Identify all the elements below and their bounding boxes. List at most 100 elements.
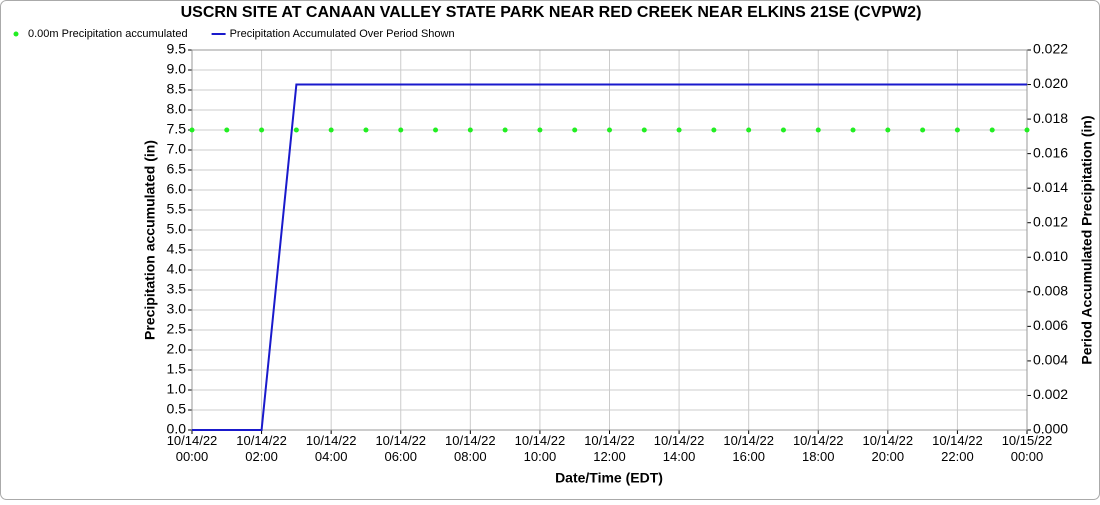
point [815, 127, 821, 133]
point [885, 127, 891, 133]
y-tick-label: 9.0 [167, 61, 187, 77]
x-axis-label: Date/Time (EDT) [555, 470, 663, 486]
chart-title: USCRN SITE AT CANAAN VALLEY STATE PARK N… [181, 4, 922, 21]
x-tick-time: 06:00 [384, 449, 417, 464]
y2-tick-label: 0.022 [1033, 41, 1068, 57]
y-axis-label: Precipitation accumulated (in) [142, 140, 158, 340]
x-tick-time: 08:00 [454, 449, 487, 464]
y2-tick-label: 0.006 [1033, 317, 1068, 333]
point [850, 127, 856, 133]
y2-axis-label: Period Accumulated Precipitation (in) [1079, 115, 1095, 364]
x-tick-date: 10/14/22 [863, 433, 914, 448]
point [711, 127, 717, 133]
x-tick-label: 10/14/22 02:00 [236, 433, 287, 464]
y2-tick-label: 0.012 [1033, 213, 1068, 229]
point [920, 127, 926, 133]
y2-tick-label: 0.016 [1033, 144, 1068, 160]
point [572, 127, 578, 133]
x-tick-date: 10/14/22 [445, 433, 496, 448]
x-tick-time: 18:00 [802, 449, 835, 464]
x-tick-date: 10/14/22 [723, 433, 774, 448]
x-tick-date: 10/14/22 [236, 433, 287, 448]
x-tick-time: 22:00 [941, 449, 974, 464]
x-tick-date: 10/14/22 [515, 433, 566, 448]
point [641, 127, 647, 133]
x-tick-label: 10/14/22 06:00 [375, 433, 426, 464]
x-tick-label: 10/14/22 20:00 [863, 433, 914, 464]
y2-tick-label: 0.000 [1033, 421, 1068, 437]
y-tick-label: 3.0 [167, 301, 187, 317]
x-tick-date: 10/14/22 [932, 433, 983, 448]
y-tick-label: 2.5 [167, 321, 187, 337]
x-tick-date: 10/14/22 [584, 433, 635, 448]
y-tick-label: 7.5 [167, 121, 187, 137]
y-tick-label: 1.0 [167, 381, 187, 397]
point [467, 127, 473, 133]
point [954, 127, 960, 133]
x-tick-label: 10/14/22 14:00 [654, 433, 705, 464]
y-tick-label: 3.5 [167, 281, 187, 297]
point [989, 127, 995, 133]
legend-label: Precipitation Accumulated Over Period Sh… [230, 28, 455, 40]
y-tick-label: 5.5 [167, 201, 187, 217]
x-tick-time: 00:00 [176, 449, 209, 464]
y-tick-label: 0.5 [167, 401, 187, 417]
point [433, 127, 439, 133]
point [328, 127, 334, 133]
legend-label: 0.00m Precipitation accumulated [28, 28, 188, 40]
x-tick-time: 02:00 [245, 449, 278, 464]
x-tick-date: 10/14/22 [793, 433, 844, 448]
x-tick-date: 10/14/22 [167, 433, 218, 448]
y-tick-label: 0.0 [167, 421, 187, 437]
y-tick-label: 2.0 [167, 341, 187, 357]
point [780, 127, 786, 133]
y-tick-label: 4.5 [167, 241, 187, 257]
x-tick-time: 12:00 [593, 449, 626, 464]
point [398, 127, 404, 133]
x-tick-label: 10/14/22 18:00 [793, 433, 844, 464]
y2-tick-label: 0.020 [1033, 75, 1068, 91]
y-tick-label: 9.5 [167, 41, 187, 57]
point [1024, 127, 1030, 133]
point [224, 127, 230, 133]
plot-border [191, 49, 1028, 431]
y-tick-label: 6.0 [167, 181, 187, 197]
x-tick-date: 10/14/22 [375, 433, 426, 448]
x-tick-time: 20:00 [872, 449, 905, 464]
y-tick-label: 4.0 [167, 261, 187, 277]
y2-tick-label: 0.004 [1033, 352, 1068, 368]
point [746, 127, 752, 133]
y-tick-label: 1.5 [167, 361, 187, 377]
point [676, 127, 682, 133]
x-tick-label: 10/15/22 00:00 [1002, 433, 1053, 464]
y2-tick-label: 0.014 [1033, 179, 1068, 195]
x-tick-label: 10/14/22 04:00 [306, 433, 357, 464]
y2-tick-label: 0.018 [1033, 110, 1068, 126]
y-tick-label: 8.5 [167, 81, 187, 97]
point [607, 127, 612, 133]
x-tick-time: 10:00 [524, 449, 557, 464]
x-tick-time: 14:00 [663, 449, 696, 464]
x-tick-time: 16:00 [732, 449, 765, 464]
x-tick-label: 10/14/22 08:00 [445, 433, 496, 464]
point [293, 127, 299, 133]
x-tick-date: 10/14/22 [306, 433, 357, 448]
x-tick-date: 10/15/22 [1002, 433, 1053, 448]
y-tick-label: 7.0 [167, 141, 187, 157]
legend-marker [13, 31, 19, 37]
point [537, 127, 543, 133]
point [502, 127, 508, 133]
y-tick-label: 5.0 [167, 221, 187, 237]
y-tick-label: 6.5 [167, 161, 187, 177]
y2-tick-label: 0.002 [1033, 386, 1068, 402]
x-tick-label: 10/14/22 12:00 [584, 433, 635, 464]
x-tick-label: 10/14/22 22:00 [932, 433, 983, 464]
point [363, 127, 369, 133]
x-tick-label: 10/14/22 00:00 [167, 433, 218, 464]
point [259, 127, 265, 133]
x-tick-label: 10/14/22 16:00 [723, 433, 774, 464]
point [189, 127, 195, 133]
x-tick-label: 10/14/22 10:00 [515, 433, 566, 464]
y-tick-label: 8.0 [167, 101, 187, 117]
